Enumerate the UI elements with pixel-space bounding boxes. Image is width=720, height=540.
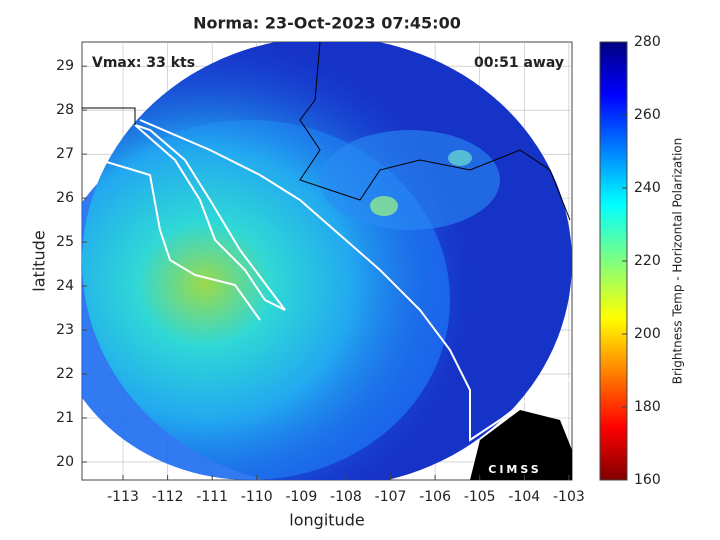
y-tick-label: 26 bbox=[56, 190, 74, 206]
x-tick-label: -112 bbox=[152, 489, 184, 505]
logo-text: CIMSS bbox=[488, 463, 541, 476]
coastline bbox=[139, 119, 571, 442]
x-tick-label: -106 bbox=[419, 489, 451, 505]
y-tick-label: 24 bbox=[56, 278, 74, 294]
x-tick-label: -107 bbox=[375, 489, 407, 505]
logo-bg bbox=[470, 410, 572, 480]
x-tick-label: -103 bbox=[553, 489, 585, 505]
y-tick-label: 29 bbox=[56, 58, 74, 74]
x-axis-label: longitude bbox=[289, 511, 364, 530]
satellite-disc: CIMSS bbox=[82, 42, 572, 480]
x-tick-label: -110 bbox=[241, 489, 273, 505]
y-axis-label: latitude bbox=[30, 230, 49, 291]
colorbar-tick-label: 280 bbox=[634, 34, 661, 50]
title: Norma: 23-Oct-2023 07:45:00 bbox=[193, 14, 461, 33]
x-tick-label: -104 bbox=[508, 489, 540, 505]
y-tick-label: 21 bbox=[56, 410, 74, 426]
colorbar-tick-label: 240 bbox=[634, 180, 661, 196]
y-tick-label: 25 bbox=[56, 234, 74, 250]
y-tick-label: 23 bbox=[56, 322, 74, 338]
plot-area: CIMSS Vmax: 33 kts 00:51 away bbox=[81, 41, 573, 481]
colorbar-tick-label: 220 bbox=[634, 253, 661, 269]
y-tick-label: 27 bbox=[56, 146, 74, 162]
x-tick-label: -113 bbox=[107, 489, 139, 505]
x-tick-label: -109 bbox=[285, 489, 317, 505]
x-tick-label: -108 bbox=[330, 489, 362, 505]
colorbar-label: Brightness Temp - Horizontal Polarizatio… bbox=[671, 138, 685, 385]
annotation: 00:51 away bbox=[474, 55, 564, 71]
y-tick-label: 22 bbox=[56, 366, 74, 382]
colorbar-tick-label: 260 bbox=[634, 107, 661, 123]
colorbar-tick-label: 200 bbox=[634, 326, 661, 342]
border bbox=[82, 42, 571, 221]
y-tick-label: 28 bbox=[56, 102, 74, 118]
annotation: Vmax: 33 kts bbox=[92, 55, 195, 71]
x-tick-label: -111 bbox=[196, 489, 228, 505]
colorbar-tick-label: 180 bbox=[634, 399, 661, 415]
y-tick-label: 20 bbox=[56, 454, 74, 470]
coastline bbox=[134, 124, 286, 311]
coastline bbox=[99, 159, 261, 321]
colorbar-tick-label: 160 bbox=[634, 472, 661, 488]
x-tick-label: -105 bbox=[464, 489, 496, 505]
